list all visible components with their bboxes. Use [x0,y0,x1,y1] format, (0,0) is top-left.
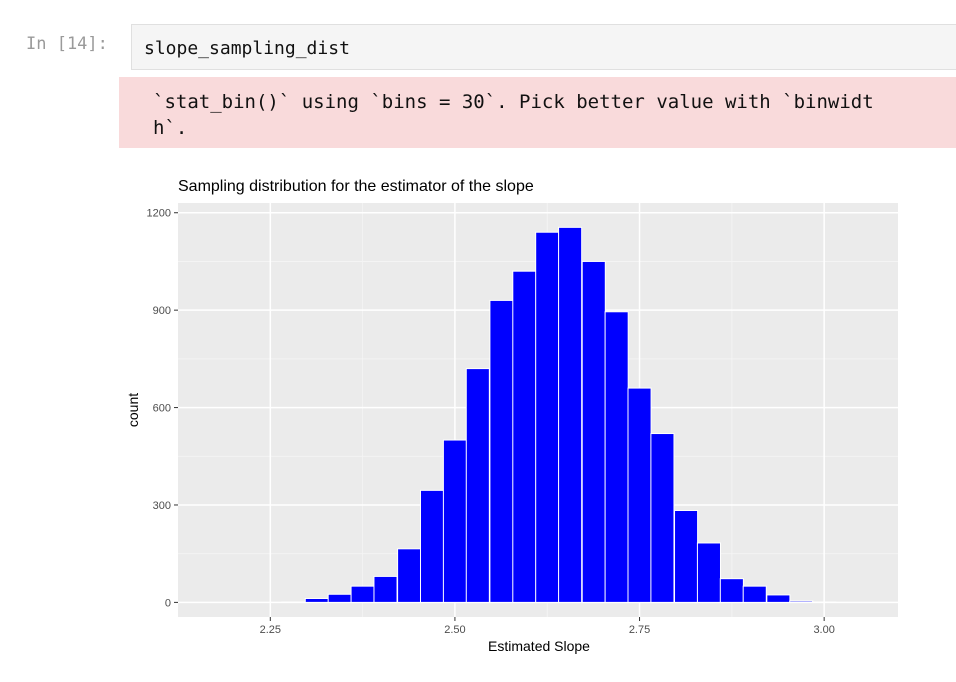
histogram-bar [535,231,560,603]
histogram-bar [650,433,675,603]
y-axis-label: count [125,393,141,427]
x-axis-label: Estimated Slope [488,638,590,654]
histogram-bar [766,594,791,603]
histogram-bar [304,597,329,603]
histogram-bar [397,548,422,603]
y-tick-label: 300 [153,500,171,512]
histogram-bar [558,226,583,603]
histogram-bar [674,509,699,603]
histogram-bar [350,585,375,603]
code-text: slope_sampling_dist [144,38,350,59]
histogram-bar [742,585,767,603]
histogram-bar [512,270,537,603]
x-tick-label: 2.25 [260,624,281,636]
code-input-cell[interactable]: slope_sampling_dist [131,24,956,70]
y-tick-label: 0 [165,597,171,609]
histogram-bar [465,368,490,603]
histogram-bar [419,489,445,603]
x-tick-label: 2.50 [444,624,465,636]
x-tick-label: 2.75 [629,624,650,636]
histogram-bar [442,439,467,603]
stderr-output: `stat_bin()` using `bins = 30`. Pick bet… [119,77,956,148]
histogram-plot: Sampling distribution for the estimator … [125,178,898,654]
histogram-bar [489,299,514,603]
histogram-bar [327,593,352,603]
x-tick-label: 3.00 [813,624,834,636]
histogram-bar [627,387,652,603]
y-tick-label: 900 [153,305,171,317]
axes: 2.25 2.50 2.75 3.00 0 300 600 900 1200 [147,208,835,636]
y-tick-label: 600 [153,403,171,415]
histogram-bar [373,575,398,603]
stderr-line-2: h`. [153,117,188,139]
histogram-bars [281,226,837,603]
histogram-bar [719,578,744,603]
histogram-bar [604,311,629,603]
histogram-bar [789,600,814,603]
stderr-line-1: `stat_bin()` using `bins = 30`. Pick bet… [153,91,874,113]
cell-prompt: In [14]: [26,34,108,54]
histogram-bar [696,542,721,603]
histogram-bar [581,260,606,603]
chart-title: Sampling distribution for the estimator … [178,178,534,195]
y-tick-label: 1200 [147,208,171,220]
